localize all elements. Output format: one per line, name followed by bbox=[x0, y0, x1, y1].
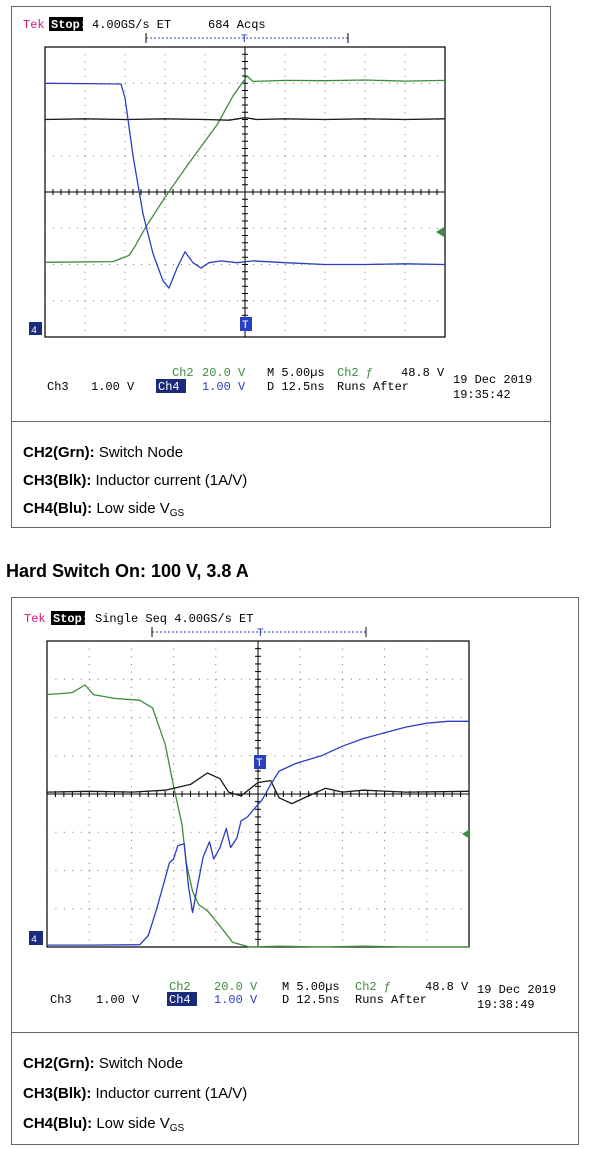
section-title: Hard Switch On: 100 V, 3.8 A bbox=[6, 561, 249, 581]
delay: D 12.5ns bbox=[282, 993, 340, 1007]
ch3-scale: 1.00 V bbox=[96, 993, 140, 1007]
channel-legend-1: CH2(Grn): Switch Node CH3(Blk): Inductor… bbox=[12, 421, 550, 528]
ch4-scale: 1.00 V bbox=[202, 380, 246, 394]
ch4-scale: 1.00 V bbox=[214, 993, 258, 1007]
trigger-source: Ch2 ƒ bbox=[355, 980, 391, 994]
ch3-label: Ch3 bbox=[47, 380, 69, 394]
waveform-traces bbox=[44, 75, 446, 289]
run-mode: Runs After bbox=[337, 380, 409, 394]
sample-rate: 4.00GS/s ET bbox=[92, 18, 171, 32]
svg-text:T: T bbox=[257, 628, 264, 640]
record-window-indicator: T bbox=[145, 33, 349, 46]
delay: D 12.5ns bbox=[267, 380, 325, 394]
trigger-source: Ch2 ƒ bbox=[337, 366, 373, 380]
ch3-scale: 1.00 V bbox=[91, 380, 135, 394]
scope-panel-2: Tek Stop: Single Seq 4.00GS/s ET T 4 T C… bbox=[11, 597, 579, 1145]
scope-panel-1: Tek Stop: 4.00GS/s ET 684 Acqs T 4 T Ch2… bbox=[11, 6, 551, 528]
ch4-label-bg bbox=[167, 992, 197, 1006]
date: 19 Dec 2019 bbox=[453, 373, 532, 387]
stop-badge-bg bbox=[51, 611, 85, 625]
trigger-level-arrow bbox=[462, 829, 470, 839]
ch4-ground-marker: 4 bbox=[29, 322, 42, 337]
caption-ch2: CH2(Grn): Switch Node bbox=[23, 1055, 184, 1072]
brand-label: Tek bbox=[23, 18, 45, 32]
svg-text:4: 4 bbox=[31, 326, 37, 337]
trace-ch3 bbox=[44, 117, 446, 121]
graticule bbox=[44, 46, 446, 338]
caption-ch3: CH3(Blk): Inductor current (1A/V) bbox=[23, 472, 248, 489]
trigger-position-marker: T bbox=[240, 317, 252, 332]
sample-rate: Single Seq 4.00GS/s ET bbox=[95, 612, 253, 626]
caption-ch2: CH2(Grn): Switch Node bbox=[23, 444, 184, 461]
svg-text:T: T bbox=[241, 34, 248, 46]
svg-text:4: 4 bbox=[31, 935, 37, 946]
svg-text:T: T bbox=[256, 758, 263, 770]
ch2-scale: 20.0 V bbox=[202, 366, 246, 380]
brand-label: Tek bbox=[24, 612, 46, 626]
oscilloscope-screen-2: Tek Stop: Single Seq 4.00GS/s ET T 4 T C… bbox=[24, 611, 556, 1012]
trigger-position-marker: T bbox=[254, 755, 266, 770]
svg-text:T: T bbox=[242, 320, 249, 332]
caption-ch4: CH4(Blu): Low side VGS bbox=[23, 1115, 185, 1134]
trace-ch2 bbox=[46, 684, 469, 948]
timebase: M 5.00µs bbox=[282, 980, 340, 994]
time: 19:35:42 bbox=[453, 388, 511, 402]
stop-badge: Stop: bbox=[51, 18, 87, 32]
trace-ch3 bbox=[46, 772, 470, 805]
waveform-traces bbox=[46, 684, 470, 948]
run-mode: Runs After bbox=[355, 993, 427, 1007]
record-window-indicator: T bbox=[151, 627, 367, 640]
oscilloscope-screen-1: Tek Stop: 4.00GS/s ET 684 Acqs T 4 T Ch2… bbox=[23, 17, 532, 402]
ch3-label: Ch3 bbox=[50, 993, 72, 1007]
trace-ch4 bbox=[47, 720, 469, 946]
timebase: M 5.00µs bbox=[267, 366, 325, 380]
trace-ch2 bbox=[44, 75, 446, 263]
ch4-label: Ch4 bbox=[158, 380, 180, 394]
trigger-level: 48.8 V bbox=[401, 366, 445, 380]
time: 19:38:49 bbox=[477, 998, 535, 1012]
ch2-label: Ch2 bbox=[172, 366, 194, 380]
trigger-level-arrow bbox=[436, 227, 444, 237]
date: 19 Dec 2019 bbox=[477, 983, 556, 997]
trigger-level: 48.8 V bbox=[425, 980, 469, 994]
ch2-label: Ch2 bbox=[169, 980, 191, 994]
trace-ch4 bbox=[44, 82, 446, 289]
ch4-ground-marker: 4 bbox=[29, 931, 43, 946]
acquisitions: 684 Acqs bbox=[208, 18, 266, 32]
graticule bbox=[46, 640, 470, 948]
ch4-label: Ch4 bbox=[169, 993, 191, 1007]
stop-badge: Stop: bbox=[53, 612, 89, 626]
ch2-scale: 20.0 V bbox=[214, 980, 258, 994]
stop-badge-bg bbox=[49, 17, 83, 31]
caption-ch3: CH3(Blk): Inductor current (1A/V) bbox=[23, 1085, 248, 1102]
ch4-label-bg bbox=[156, 379, 186, 393]
caption-ch4: CH4(Blu): Low side VGS bbox=[23, 500, 185, 519]
channel-legend-2: CH2(Grn): Switch Node CH3(Blk): Inductor… bbox=[12, 1032, 578, 1145]
